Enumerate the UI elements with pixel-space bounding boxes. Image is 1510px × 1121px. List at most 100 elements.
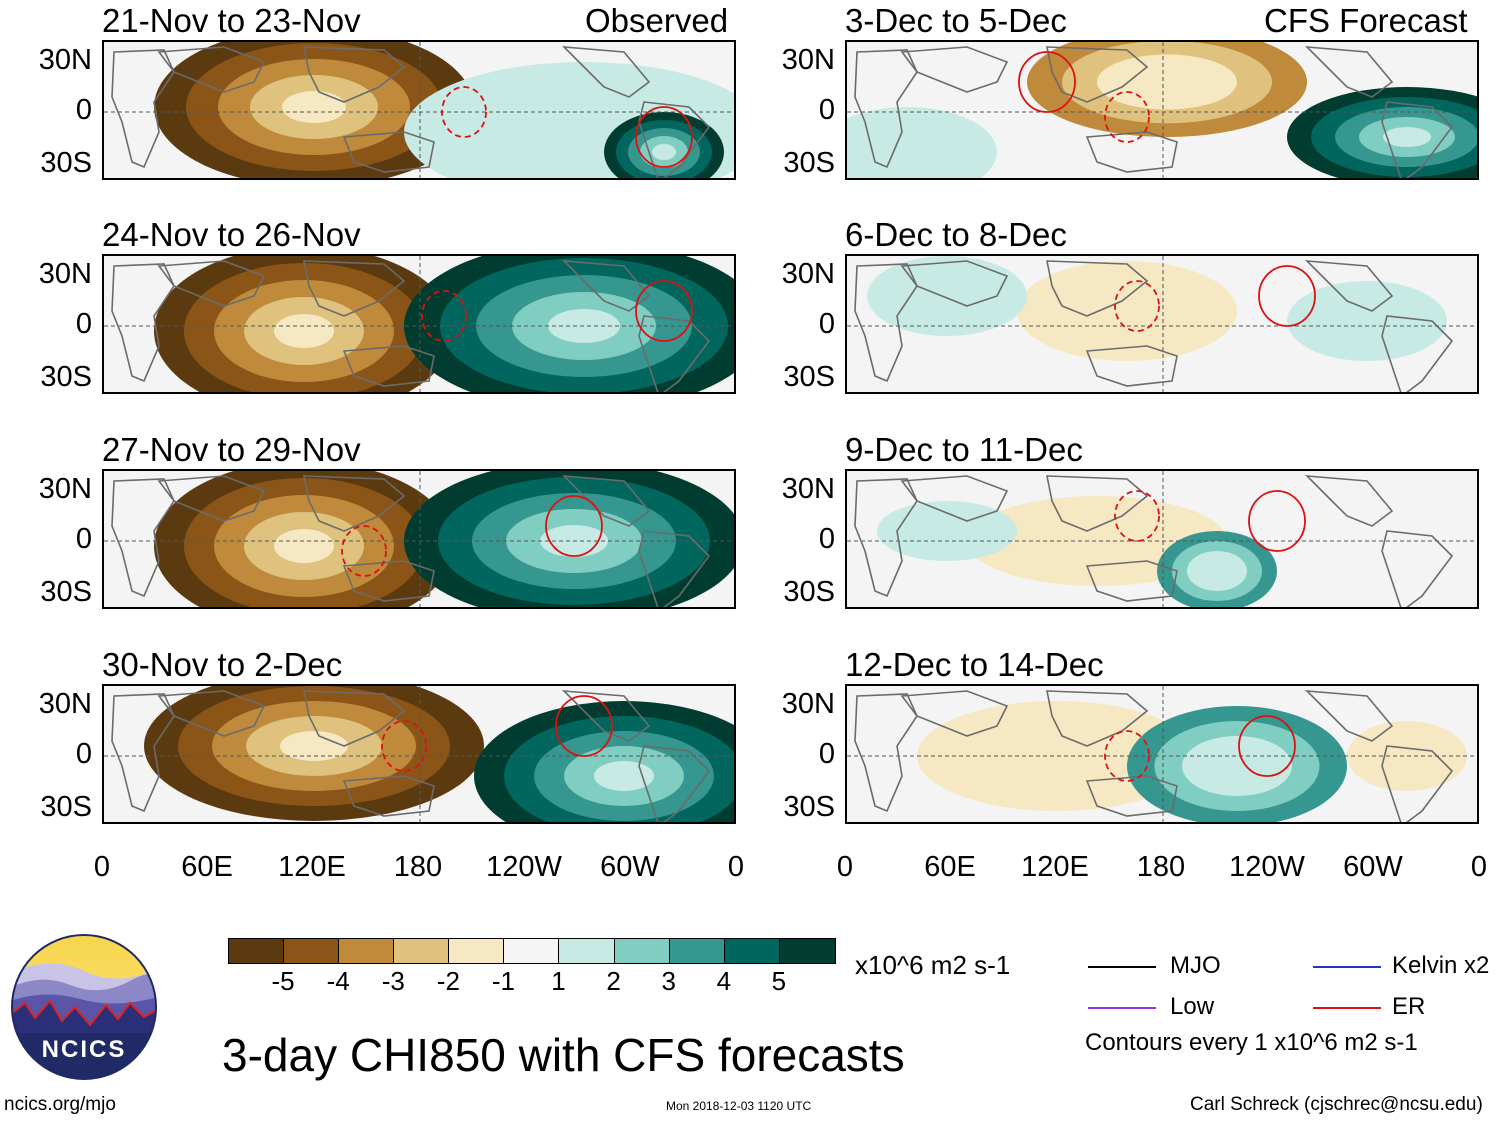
continent-outline [1304,690,1394,742]
continent-outline [638,315,711,392]
anomaly-contour-fill [1340,307,1394,335]
colorbar-swatch [284,939,340,963]
continent-outline [900,690,1009,737]
longitude-label: 120E [1021,851,1089,883]
colorbar-tick-label: -5 [271,966,295,996]
continent-outline [111,693,175,813]
continent-outline [561,46,651,98]
colorbar-swatch [449,939,505,963]
er-contour [1258,265,1316,327]
colorbar [228,938,836,964]
continent-outline [1381,315,1454,392]
continent-outline [157,260,266,307]
latitude-label: 0 [75,308,92,340]
map-panel [845,684,1479,824]
map-panel [845,40,1479,180]
latitude-label: 0 [818,738,835,770]
latitude-label: 30N [781,473,835,505]
continent-outline [900,475,1009,522]
colorbar-swatch [559,939,615,963]
continent-outline [638,101,711,178]
latitude-label: 30N [781,258,835,290]
continent-outline [900,46,1009,93]
legend-line-low [1088,1007,1156,1009]
latitude-label: 0 [75,738,92,770]
latitude-label: 30N [781,688,835,720]
map-panel [102,254,736,394]
legend-line-kelvin [1313,966,1381,968]
longitude-label: 120W [1229,851,1305,883]
continent-outline [854,49,918,169]
colorbar-units: x10^6 m2 s-1 [855,950,1011,980]
continent-outline [111,49,175,169]
anomaly-contour-fill [274,314,334,348]
panel-date-title: 9-Dec to 11-Dec [845,431,1083,468]
legend-label-er: ER [1392,993,1426,1020]
continent-outline [1085,345,1178,387]
colorbar-swatch [614,939,670,963]
continent-outline [342,131,435,173]
map-panel [845,469,1479,609]
er-contour-negative [1114,280,1160,332]
er-contour-negative [1104,91,1150,143]
anomaly-contour-fill [1010,737,1104,775]
colorbar-swatch [779,939,835,963]
longitude-label: 60W [1343,851,1403,883]
er-contour-negative [421,290,467,342]
longitude-label: 120W [486,851,562,883]
colorbar-tick-label: 3 [661,966,676,996]
longitude-label: 60E [181,851,233,883]
anomaly-contour-fill [274,529,334,563]
anomaly-contour-fill [1072,286,1182,336]
author-credit: Carl Schreck (cjschrec@ncsu.edu) [1190,1094,1483,1115]
er-contour [1018,51,1076,113]
panel-date-title: 3-Dec to 5-Dec [845,2,1067,39]
forecast-label: CFS Forecast [1264,2,1468,39]
latitude-label: 30N [38,44,92,76]
longitude-label: 120E [278,851,346,883]
colorbar-tick-label: -2 [436,966,460,996]
longitude-label: 0 [836,851,854,883]
latitude-label: 0 [818,523,835,555]
continent-outline [1381,745,1454,822]
longitude-label: 60E [924,851,976,883]
panel-date-title: 12-Dec to 14-Dec [845,646,1104,683]
continent-outline [638,745,711,822]
continent-outline [157,46,266,93]
map-panel [102,40,736,180]
main-title: 3-day CHI850 with CFS forecasts [222,1029,905,1081]
continent-outline [854,478,918,598]
colorbar-swatch [669,939,725,963]
map-panel [102,469,736,609]
continent-outline [1046,260,1149,317]
continent-outline [854,263,918,383]
continent-outline [1304,46,1394,98]
continent-outline [111,478,175,598]
continent-outline [1085,131,1178,173]
observed-label: Observed [585,2,729,39]
continent-outline [303,690,406,747]
legend-label-kelvin: Kelvin x2 [1392,952,1490,979]
longitude-label: 180 [1136,851,1186,883]
continent-outline [1304,260,1394,312]
continent-outline [1085,560,1178,602]
map-panel [845,254,1479,394]
er-contour [545,495,603,557]
website-link[interactable]: ncics.org/mjo [4,1094,116,1115]
continent-outline [111,263,175,383]
continent-outline [1304,475,1394,527]
legend-label-low: Low [1170,993,1215,1020]
er-contour [1248,490,1306,552]
longitude-label: 0 [93,851,111,883]
colorbar-swatch [724,939,780,963]
er-contour [1238,715,1296,777]
anomaly-contour-fill [862,129,952,175]
map-panel [102,684,736,824]
continent-outline [342,345,435,387]
anomaly-contour-fill [282,91,346,123]
er-contour-negative [1114,490,1160,542]
colorbar-swatch [394,939,450,963]
colorbar-tick-label: 4 [716,966,732,996]
latitude-label: 30S [40,791,92,823]
anomaly-contour-fill [1132,68,1202,96]
